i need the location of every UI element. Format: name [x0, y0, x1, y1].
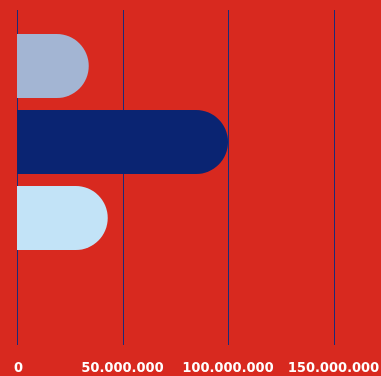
- x-axis-tick-labels: 0 50.000.000 100.000.000 150.000.000: [14, 361, 379, 376]
- bar: [17, 110, 229, 174]
- x-tick-label: 0: [14, 361, 23, 376]
- x-tick-label: 100.000.000: [182, 361, 273, 376]
- bar: [17, 34, 89, 98]
- bars: [17, 34, 229, 250]
- bar: [17, 186, 108, 250]
- x-tick-label: 150.000.000: [288, 361, 379, 376]
- x-tick-label: 50.000.000: [81, 361, 163, 376]
